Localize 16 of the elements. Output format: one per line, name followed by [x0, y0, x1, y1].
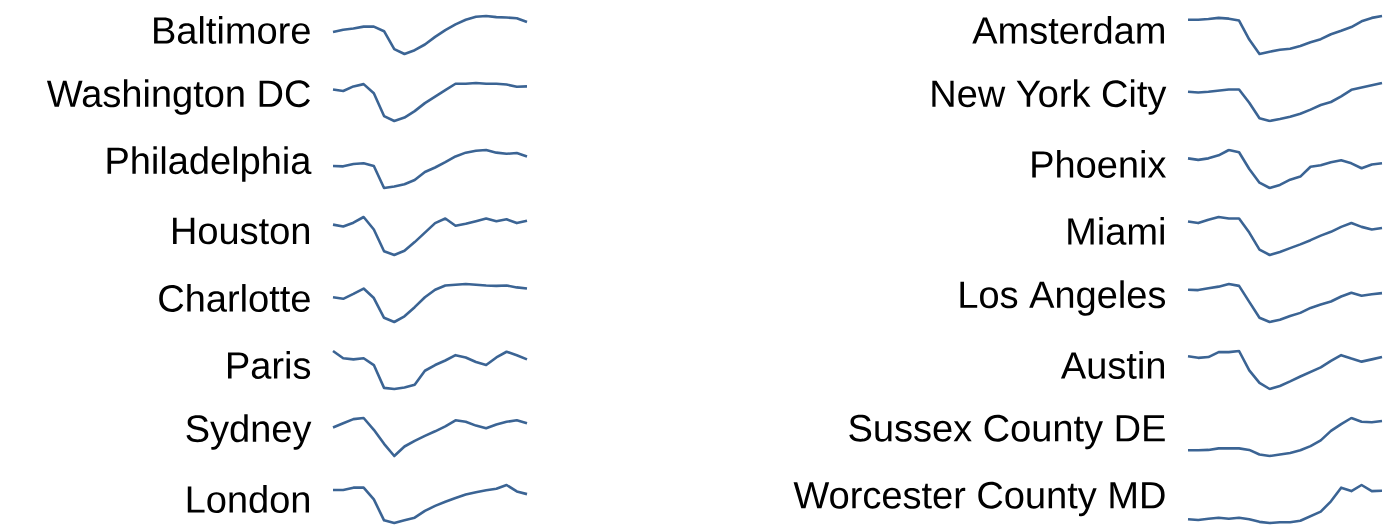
chart-title: Baltimore — [154, 16, 310, 44]
chart-title: Philadelphia — [107, 146, 312, 182]
chart-title: New York City — [932, 79, 1167, 115]
chart-title: Miami — [1068, 217, 1164, 245]
chart-title: Charlotte — [159, 284, 310, 312]
chart-title: Worcester County MD — [793, 481, 1165, 517]
chart-title: Austin — [1060, 351, 1164, 379]
chart-title: London — [187, 485, 309, 513]
chart-title: Amsterdam — [972, 16, 1164, 44]
chart-title: Sussex County DE — [849, 414, 1165, 450]
chart-title: Phoenix — [1032, 150, 1167, 178]
chart-title: Sydney — [186, 414, 312, 450]
chart-title: Washington DC — [46, 79, 310, 115]
chart-title: Paris — [228, 351, 311, 379]
chart-title: Los Angeles — [960, 280, 1166, 316]
chart-title: Houston — [173, 217, 309, 245]
